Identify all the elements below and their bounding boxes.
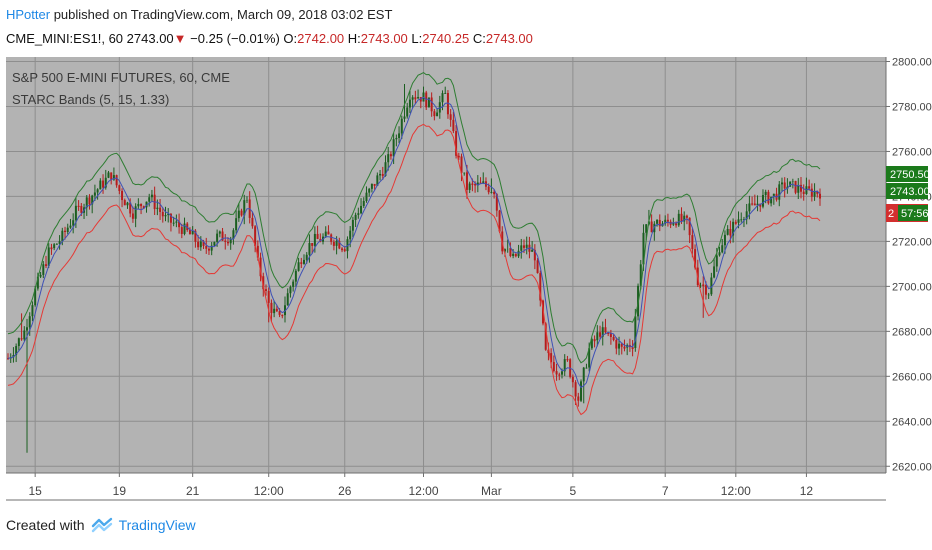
y-tick-label: 2620.00: [892, 461, 932, 473]
starc-upper-band: [7, 72, 821, 364]
y-tick-label: 2720.00: [892, 236, 932, 248]
price-change: −0.25 (−0.01%): [190, 31, 280, 46]
y-tick-label: 2680.00: [892, 326, 932, 338]
time-axis-bg[interactable]: [6, 474, 886, 500]
high-label: H:: [347, 31, 361, 46]
price-tag-lower-text: 2: [888, 208, 894, 220]
open-value: 2742.00: [297, 31, 345, 46]
high-value: 2743.00: [360, 31, 408, 46]
x-tick-label: 12:00: [721, 484, 751, 498]
x-tick-label: 5: [570, 484, 577, 498]
candlestick-series: [7, 83, 821, 453]
down-arrow-icon: ▼: [173, 31, 187, 46]
symbol-label[interactable]: CME_MINI:ES1!, 60: [6, 31, 124, 46]
price-tag-upper-text: 2750.50: [890, 169, 930, 181]
low-label: L:: [411, 31, 423, 46]
low-value: 2740.25: [422, 31, 470, 46]
tradingview-brand-link[interactable]: TradingView: [118, 517, 196, 533]
footer: Created with TradingView: [6, 517, 196, 533]
x-tick-label: 21: [186, 484, 200, 498]
y-tick-label: 2780.00: [892, 101, 932, 113]
close-value: 2743.00: [485, 31, 533, 46]
gridlines: [6, 57, 886, 473]
created-with-text: Created with: [6, 517, 85, 533]
price-tag-last: 2743.00: [886, 183, 930, 199]
plot-area[interactable]: [6, 57, 886, 473]
x-tick-label: 12:00: [254, 484, 284, 498]
starc-lower-band: [7, 123, 821, 416]
x-tick-label: 12:00: [408, 484, 438, 498]
tradingview-logo-icon: [91, 517, 112, 533]
y-tick-label: 2660.00: [892, 371, 932, 383]
price-axis-bg[interactable]: [886, 57, 932, 473]
author-link[interactable]: HPotter: [6, 7, 51, 22]
price-tag-lower-band: 2 57:56: [886, 204, 929, 222]
starc-midline: [7, 96, 821, 389]
x-tick-label: Mar: [481, 484, 502, 498]
published-text: published on TradingView.com, March 09, …: [53, 7, 393, 22]
x-tick-label: 15: [28, 484, 42, 498]
chart-legend-title: S&P 500 E-MINI FUTURES, 60, CME: [12, 70, 230, 85]
y-tick-label: 2640.00: [892, 416, 932, 428]
close-label: C:: [472, 31, 486, 46]
price-tag-upper-band: 2750.50: [886, 166, 930, 182]
time-axis-labels: 15 19 21 12:00 26 12:00 Mar 5 7 12:00 12: [28, 473, 813, 498]
publish-line: HPotter published on TradingView.com, Ma…: [6, 7, 392, 22]
price-tag-last-text: 2743.00: [890, 186, 930, 198]
y-tick-label: 2700.00: [892, 281, 932, 293]
bar-countdown: 57:56: [901, 208, 929, 220]
symbol-ohlc-line: CME_MINI:ES1!, 60 2743.00▼ −0.25 (−0.01%…: [6, 31, 533, 46]
y-tick-label: 2800.00: [892, 56, 932, 68]
indicator-legend: STARC Bands (5, 15, 1.33): [12, 92, 169, 107]
y-tick-label: 2760.00: [892, 146, 932, 158]
x-tick-label: 19: [113, 484, 127, 498]
x-tick-label: 26: [338, 484, 352, 498]
open-label: O:: [283, 31, 298, 46]
last-price: 2743.00: [126, 31, 174, 46]
x-tick-label: 7: [662, 484, 669, 498]
x-tick-label: 12: [800, 484, 814, 498]
